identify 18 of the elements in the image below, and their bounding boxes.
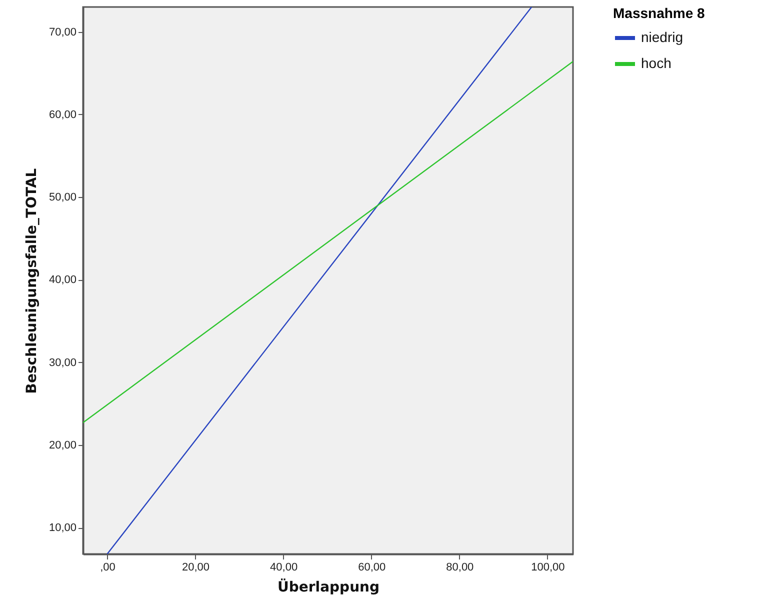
x-tick-label: 100,00 bbox=[531, 562, 565, 574]
legend-label: hoch bbox=[641, 55, 672, 71]
legend-title: Massnahme 8 bbox=[613, 5, 706, 21]
y-tick-label: 40,00 bbox=[48, 274, 76, 286]
legend-label: niedrig bbox=[641, 29, 684, 45]
y-tick-label: 50,00 bbox=[48, 192, 76, 204]
x-tick-label: 20,00 bbox=[182, 562, 210, 574]
y-tick-label: 30,00 bbox=[48, 356, 76, 369]
x-tick-label: 40,00 bbox=[270, 562, 298, 574]
y-tick-label: 20,00 bbox=[48, 439, 76, 452]
y-tick-label: 10,00 bbox=[48, 522, 76, 534]
x-tick-label: 60,00 bbox=[358, 562, 386, 574]
y-tick-label: 60,00 bbox=[48, 108, 76, 121]
x-tick-label: 80,00 bbox=[446, 562, 474, 574]
x-tick-label: ,00 bbox=[100, 562, 116, 574]
y-axis-title: Beschleunigungsfalle_TOTAL bbox=[24, 168, 40, 394]
x-axis-title: Überlappung bbox=[277, 578, 380, 596]
y-tick-label: 70,00 bbox=[48, 26, 76, 38]
